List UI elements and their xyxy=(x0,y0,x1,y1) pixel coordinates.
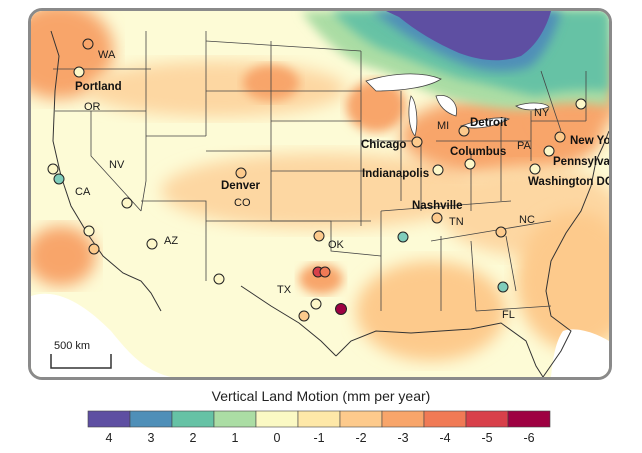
station-marker xyxy=(554,131,566,143)
state-label-ny: NY xyxy=(534,107,550,119)
map-canvas: 500 km WA OR CA NV AZ CO TX OK MI PA NY … xyxy=(31,11,609,377)
state-label-ca: CA xyxy=(75,186,91,198)
state-label-tn: TN xyxy=(449,216,464,228)
station-marker xyxy=(146,238,158,250)
zone-dallas xyxy=(299,264,343,294)
lake-erie xyxy=(459,117,510,129)
state-label-tx: TX xyxy=(277,284,292,296)
state-label-fl: FL xyxy=(502,309,515,321)
station-marker xyxy=(213,273,225,285)
legend-swatch xyxy=(339,410,383,428)
station-marker xyxy=(543,145,555,157)
city-label-denver: Denver xyxy=(221,180,261,192)
state-label-group: WA OR CA NV AZ CO TX OK MI PA NY TN NC F… xyxy=(75,49,550,321)
station-marker xyxy=(82,38,94,50)
station-marker xyxy=(495,226,507,238)
legend-tick-label: -1 xyxy=(313,431,324,445)
station-marker xyxy=(83,225,95,237)
station-marker xyxy=(53,173,65,185)
legend-tick-label: -5 xyxy=(481,431,492,445)
legend-tick-label: 1 xyxy=(232,431,239,445)
great-lakes xyxy=(365,73,550,137)
legend-tick-label: -4 xyxy=(439,431,450,445)
station-marker xyxy=(497,281,509,293)
station-marker xyxy=(88,243,100,255)
lake-huron xyxy=(435,95,457,117)
station-marker xyxy=(235,167,247,179)
station-marker xyxy=(73,66,85,78)
city-label-group: Portland Denver Chicago Detroit Columbus… xyxy=(75,81,609,212)
map-panel: 500 km WA OR CA NV AZ CO TX OK MI PA NY … xyxy=(28,8,612,380)
station-marker xyxy=(431,212,443,224)
city-label-washington-dc: Washington DC xyxy=(528,176,609,188)
legend-ticks: 4 3 2 1 0 -1 -2 -3 -4 -5 -6 xyxy=(106,431,535,445)
legend-tick-label: -3 xyxy=(397,431,408,445)
lake-michigan xyxy=(408,95,418,137)
legend-tick-label: 3 xyxy=(148,431,155,445)
city-label-columbus: Columbus xyxy=(450,146,506,158)
legend-colorbar: 4 3 2 1 0 -1 -2 -3 -4 -5 -6 xyxy=(87,410,551,445)
lake-superior xyxy=(365,73,442,92)
pacific-sw-water xyxy=(31,293,171,377)
zone-northern-plains xyxy=(86,61,346,117)
legend-tick-label: 2 xyxy=(190,431,197,445)
station-marker xyxy=(335,303,347,315)
legend-tick-label: -2 xyxy=(355,431,366,445)
legend-tick-label: 0 xyxy=(274,431,281,445)
station-marker xyxy=(319,266,331,278)
station-marker xyxy=(397,231,409,243)
station-markers xyxy=(47,38,587,322)
state-label-pa: PA xyxy=(517,140,532,152)
legend-swatch xyxy=(297,410,341,428)
lake-ontario xyxy=(515,102,550,111)
station-marker xyxy=(458,125,470,137)
station-marker xyxy=(464,158,476,170)
state-label-co: CO xyxy=(234,197,251,209)
legend-swatch xyxy=(423,410,467,428)
scale-bar: 500 km xyxy=(50,340,112,369)
city-label-portland: Portland xyxy=(75,81,122,93)
legend-swatch xyxy=(129,410,173,428)
state-label-wa: WA xyxy=(98,49,116,61)
state-label-ok: OK xyxy=(328,239,345,251)
station-marker xyxy=(310,298,322,310)
state-label-nv: NV xyxy=(109,159,125,171)
legend-tick-label: 4 xyxy=(106,431,113,445)
city-label-chicago: Chicago xyxy=(361,139,406,151)
legend-swatch xyxy=(213,410,257,428)
legend-swatch xyxy=(465,410,509,428)
station-marker xyxy=(432,164,444,176)
city-label-nashville: Nashville xyxy=(412,200,463,212)
zone-florida xyxy=(516,211,609,351)
coastline xyxy=(50,30,609,377)
state-borders xyxy=(53,31,587,312)
legend-tick-label: -6 xyxy=(523,431,534,445)
station-marker xyxy=(298,310,310,322)
city-label-new-york: New York xyxy=(570,135,609,147)
station-marker xyxy=(121,197,133,209)
legend-swatch xyxy=(171,410,215,428)
legend-swatch xyxy=(381,410,425,428)
city-label-pennsylvania: Pennsylvania xyxy=(553,156,609,168)
state-label-az: AZ xyxy=(164,235,178,247)
city-label-detroit: Detroit xyxy=(470,117,507,129)
state-label-mi: MI xyxy=(437,120,449,132)
state-label-nc: NC xyxy=(519,214,535,226)
legend-swatches xyxy=(87,410,551,428)
zone-gulf xyxy=(356,261,506,361)
legend-title: Vertical Land Motion (mm per year) xyxy=(211,388,431,404)
station-marker xyxy=(575,98,587,110)
city-label-indianapolis: Indianapolis xyxy=(362,168,429,180)
station-marker xyxy=(411,136,423,148)
legend-swatch xyxy=(255,410,299,428)
canada-uplift xyxy=(301,11,609,110)
zone-pacific-sw xyxy=(31,226,96,286)
legend-swatch xyxy=(87,410,131,428)
legend-swatch xyxy=(507,410,551,428)
scale-bar-label: 500 km xyxy=(54,340,90,352)
station-marker xyxy=(529,163,541,175)
station-marker xyxy=(47,163,59,175)
station-marker xyxy=(313,230,325,242)
state-label-or: OR xyxy=(84,101,101,113)
